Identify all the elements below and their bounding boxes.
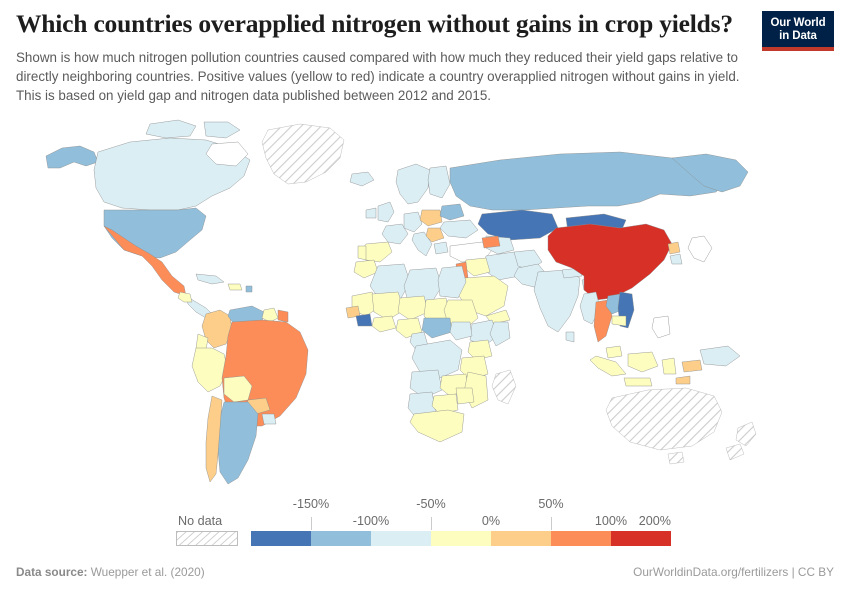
legend-bin-6[interactable] <box>611 531 671 546</box>
country-ukraine[interactable] <box>440 220 478 238</box>
data-source-label: Data source: <box>16 565 87 579</box>
country-madagascar[interactable] <box>492 370 516 404</box>
country-poland[interactable] <box>420 210 442 226</box>
country-indonesia-borneo[interactable] <box>628 352 658 372</box>
chart-footer: Data source: Wuepper et al. (2020) OurWo… <box>16 565 834 579</box>
country-caribbean-small[interactable] <box>246 286 252 292</box>
country-sri-lanka[interactable] <box>566 332 574 342</box>
country-greece[interactable] <box>434 242 448 254</box>
legend-no-data-label: No data <box>178 514 222 528</box>
country-south-korea[interactable] <box>670 254 682 264</box>
legend-bin-4[interactable] <box>491 531 551 546</box>
legend-bin-3[interactable] <box>431 531 491 546</box>
country-iraq[interactable] <box>464 258 490 276</box>
country-malaysia[interactable] <box>606 346 622 358</box>
country-greenland[interactable] <box>262 124 344 184</box>
legend-label-0pct: 0% <box>482 514 500 528</box>
legend-label-50pct: 50% <box>538 497 563 511</box>
owid-map-chart: Which countries overapplied nitrogen wit… <box>0 0 850 600</box>
country-niger[interactable] <box>398 296 428 320</box>
country-indonesia-sulawesi[interactable] <box>662 358 676 374</box>
world-map[interactable] <box>0 110 850 485</box>
country-timor[interactable] <box>676 376 690 384</box>
country-somalia[interactable] <box>490 322 510 346</box>
country-australia[interactable] <box>606 388 722 450</box>
legend-bin-2[interactable] <box>371 531 431 546</box>
country-canada-arctic-2[interactable] <box>204 122 240 138</box>
country-uruguay[interactable] <box>262 414 276 424</box>
country-japan[interactable] <box>688 236 712 262</box>
logo-line-2: in Data <box>767 30 829 43</box>
country-philippines[interactable] <box>652 316 670 338</box>
data-source: Data source: Wuepper et al. (2020) <box>16 565 205 579</box>
country-indonesia-java[interactable] <box>624 378 652 386</box>
legend-bin-1[interactable] <box>311 531 371 546</box>
country-guinea-coast[interactable] <box>356 314 372 326</box>
country-argentina[interactable] <box>218 402 258 484</box>
country-central-african-republic[interactable] <box>422 318 452 338</box>
data-source-value: Wuepper et al. (2020) <box>87 565 204 579</box>
country-belarus[interactable] <box>440 204 464 220</box>
legend-bin-0[interactable] <box>251 531 311 546</box>
country-iceland[interactable] <box>350 172 374 186</box>
our-world-in-data-logo[interactable]: Our World in Data <box>762 11 834 51</box>
legend-label-max: 200% <box>639 514 671 528</box>
country-south-sudan[interactable] <box>450 322 472 340</box>
country-indonesia-sumatra[interactable] <box>590 356 626 376</box>
chart-subtitle: Shown is how much nitrogen pollution cou… <box>16 48 758 105</box>
country-new-zealand[interactable] <box>736 422 756 446</box>
legend-label-100pct: 100% <box>595 514 627 528</box>
country-georgia-caucasus[interactable] <box>482 236 500 248</box>
page-title: Which countries overapplied nitrogen wit… <box>16 10 761 39</box>
country-indonesia-east[interactable] <box>682 360 702 372</box>
country-alaska[interactable] <box>46 146 98 168</box>
country-india[interactable] <box>534 270 580 332</box>
country-tasmania[interactable] <box>668 452 684 464</box>
map-regions <box>46 120 756 484</box>
country-kazakhstan[interactable] <box>478 210 558 240</box>
country-canada-arctic-1[interactable] <box>146 120 196 138</box>
map-legend: No data -150% -100% -50% 0% 50% 100% 200% <box>0 497 850 553</box>
country-cuba[interactable] <box>196 274 224 284</box>
legend-tick-1 <box>311 517 312 530</box>
country-papua-new-guinea[interactable] <box>700 346 740 366</box>
country-guyana[interactable] <box>262 308 278 322</box>
chart-header: Which countries overapplied nitrogen wit… <box>16 10 834 105</box>
country-ghana-coast[interactable] <box>372 316 396 332</box>
country-zimbabwe[interactable] <box>456 388 474 404</box>
country-finland[interactable] <box>428 166 450 198</box>
attribution-link[interactable]: OurWorldinData.org/fertilizers | CC BY <box>633 565 834 579</box>
country-norway-sweden[interactable] <box>396 164 430 204</box>
country-suriname[interactable] <box>278 310 288 322</box>
legend-no-data-swatch <box>176 531 238 546</box>
country-united-states[interactable] <box>104 208 206 258</box>
country-south-africa[interactable] <box>410 410 464 442</box>
legend-label-neg150pct: -150% <box>293 497 329 511</box>
country-uk[interactable] <box>378 202 394 222</box>
country-cambodia[interactable] <box>612 316 626 326</box>
legend-bin-5[interactable] <box>551 531 611 546</box>
legend-tick-5 <box>551 517 552 530</box>
legend-label-neg50pct: -50% <box>416 497 445 511</box>
logo-line-1: Our World <box>767 17 829 30</box>
country-ireland[interactable] <box>366 208 376 218</box>
country-germany[interactable] <box>404 212 422 232</box>
country-north-korea[interactable] <box>668 242 680 254</box>
country-guatemala[interactable] <box>178 292 192 302</box>
country-portugal[interactable] <box>358 246 366 260</box>
country-hispaniola[interactable] <box>228 284 242 290</box>
legend-tick-3 <box>431 517 432 530</box>
legend-label-neg100pct: -100% <box>353 514 389 528</box>
country-new-zealand-south[interactable] <box>726 444 744 460</box>
legend-color-bar[interactable] <box>251 531 671 546</box>
